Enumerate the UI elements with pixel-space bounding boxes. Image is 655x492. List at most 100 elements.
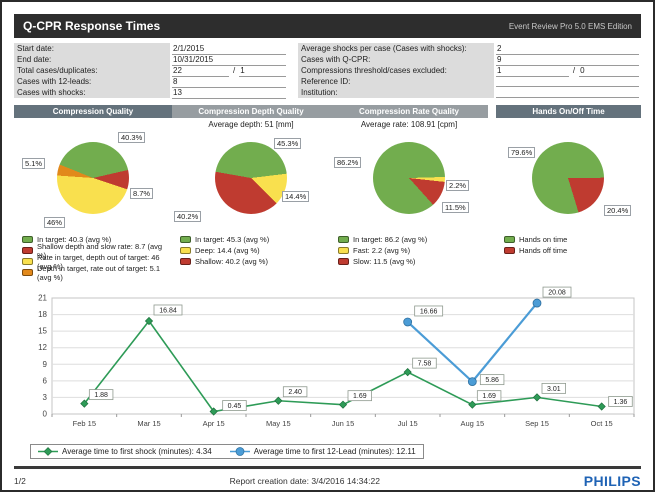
field-value: 2/1/2015 bbox=[170, 43, 288, 55]
data-point-label: 1.69 bbox=[482, 393, 496, 400]
form-column-right: Average shocks per case (Cases with shoc… bbox=[298, 43, 641, 98]
field-label: Cases with Q-CPR: bbox=[298, 54, 494, 65]
y-axis-tick-label: 6 bbox=[43, 376, 48, 385]
legend-item: Slow: 11.5 (avg %) bbox=[338, 256, 488, 267]
response-time-chart-area: 0 3 6 9 12 15 18 21 Feb 15 Mar 15 Apr 15 May 15 Jun … bbox=[14, 280, 641, 461]
pie-slice-label: 40.2% bbox=[174, 211, 202, 222]
data-point-label: 16.66 bbox=[420, 308, 438, 315]
field-value bbox=[494, 87, 641, 98]
data-point-label: 1.69 bbox=[353, 393, 367, 400]
data-point-marker bbox=[403, 368, 412, 377]
data-point-marker bbox=[468, 400, 477, 409]
data-point-marker bbox=[467, 377, 477, 387]
pie-slice-label: 11.5% bbox=[442, 202, 469, 213]
legend-item: Shallow depth and slow rate: 8.7 (avg %) bbox=[22, 242, 172, 260]
x-axis-label: Aug 15 bbox=[460, 419, 484, 428]
data-point-label: 7.58 bbox=[418, 361, 432, 368]
field-label: End date: bbox=[14, 54, 170, 65]
y-axis-tick-label: 18 bbox=[38, 310, 47, 319]
data-point-label-box bbox=[542, 286, 572, 298]
legend-swatch bbox=[504, 236, 515, 243]
legend-swatch bbox=[504, 247, 515, 254]
y-axis-tick-label: 3 bbox=[43, 393, 48, 402]
pie-chart-area: 79.6% 20.4% bbox=[496, 131, 641, 229]
legend-label: Depth in target, rate out of target: 5.1… bbox=[37, 263, 160, 282]
y-axis-tick-label: 15 bbox=[38, 327, 47, 336]
pie-slice-label: 46% bbox=[44, 217, 66, 228]
section-header: Hands On/Off Time bbox=[496, 105, 641, 118]
series-line-first-shock bbox=[83, 319, 602, 413]
field-value: 9 bbox=[494, 54, 641, 66]
diamond-marker-icon bbox=[38, 447, 58, 456]
field-label: Cases with shocks: bbox=[14, 87, 170, 98]
data-point-label: 1.36 bbox=[614, 399, 628, 406]
field-value-text: 8 bbox=[172, 77, 286, 88]
quality-section: Compression Rate Quality Average rate: 10… bbox=[330, 105, 488, 278]
pie-chart bbox=[373, 142, 445, 214]
x-axis-label: Mar 15 bbox=[137, 419, 160, 428]
legend-label: Slow: 11.5 (avg %) bbox=[353, 257, 416, 266]
pie-slice-label: 20.4% bbox=[604, 205, 632, 216]
field-value: 13 bbox=[170, 87, 288, 99]
pie-slice-label: 45.3% bbox=[274, 138, 302, 149]
data-point-label: 1.88 bbox=[94, 392, 108, 399]
value-separator: / bbox=[232, 66, 236, 75]
data-point-label: 5.86 bbox=[485, 377, 499, 384]
page-title: Q-CPR Response Times bbox=[23, 19, 161, 33]
pie-slice-label: 86.2% bbox=[334, 157, 362, 168]
legend-item: Hands off time bbox=[504, 245, 641, 256]
legend-swatch bbox=[338, 236, 349, 243]
data-point-label-box bbox=[479, 374, 505, 386]
legend-swatch bbox=[180, 258, 191, 265]
data-point-label: 0.45 bbox=[228, 403, 242, 410]
data-point-label-box bbox=[222, 400, 247, 411]
form-row: Total cases/duplicates: 22/1 bbox=[14, 65, 288, 77]
field-value: 8 bbox=[170, 76, 288, 88]
data-point-label-box bbox=[414, 305, 444, 317]
quality-section: Compression Depth Quality Average depth: … bbox=[172, 105, 330, 278]
data-point-label-box bbox=[476, 390, 502, 402]
data-point-marker bbox=[597, 402, 606, 411]
data-point-marker bbox=[532, 298, 542, 308]
pie-slice-label: 79.6% bbox=[508, 147, 536, 158]
data-point-marker bbox=[80, 399, 89, 408]
legend-swatch bbox=[338, 247, 349, 254]
section-subtitle: Average depth: 51 [mm] bbox=[208, 120, 294, 129]
x-axis-label: Jul 15 bbox=[398, 419, 418, 428]
data-point-label: 20.08 bbox=[548, 290, 566, 297]
field-value: 1/0 bbox=[494, 65, 641, 77]
field-label: Cases with 12-leads: bbox=[14, 76, 170, 87]
field-label: Reference ID: bbox=[298, 76, 494, 87]
pie-slice-label: 2.2% bbox=[446, 180, 470, 191]
pie-chart-area: 40.3% 8.7% 46% 5.1% bbox=[14, 131, 172, 229]
chart-legend-item: Average time to first shock (minutes): 4… bbox=[38, 447, 212, 456]
legend-label: Fast: 2.2 (avg %) bbox=[353, 246, 411, 255]
x-axis-label: Apr 15 bbox=[203, 419, 225, 428]
form-column-left: Start date: 2/1/2015 End date: 10/31/2015 To… bbox=[14, 43, 288, 99]
y-axis-tick-label: 21 bbox=[38, 294, 47, 303]
plot-border bbox=[51, 297, 635, 415]
field-value-secondary: 0 bbox=[579, 66, 639, 77]
field-value-secondary: 1 bbox=[239, 66, 286, 77]
legend-label: Shallow depth and slow rate: 8.7 (avg %) bbox=[37, 241, 163, 260]
legend-label: Hands on time bbox=[519, 235, 568, 244]
legend-item: Fast: 2.2 (avg %) bbox=[338, 245, 488, 256]
y-axis-tick-label: 0 bbox=[43, 410, 48, 419]
legend-label: In target: 40.3 (avg %) bbox=[37, 235, 112, 244]
data-point-label-box bbox=[153, 304, 183, 316]
field-value: 10/31/2015 bbox=[170, 54, 288, 66]
section-subtitle: Average rate: 108.91 [cpm] bbox=[360, 120, 458, 129]
app-edition-label: Event Review Pro 5.0 EMS Edition bbox=[508, 21, 632, 31]
section-header: Compression Depth Quality bbox=[172, 105, 330, 118]
chart-legend-item: Average time to first 12-Lead (minutes):… bbox=[229, 447, 416, 456]
legend-label: Rate in target, depth out of target: 46 … bbox=[37, 252, 160, 271]
chart-legend-label: Average time to first shock (minutes): 4… bbox=[62, 447, 212, 456]
field-value-text bbox=[496, 77, 639, 87]
field-value-text: 2 bbox=[496, 44, 639, 55]
pie-legend: In target: 40.3 (avg %) Shallow depth and… bbox=[14, 234, 172, 282]
quality-section: Compression Quality 40.3% 8.7% 46% 5.1% In ta… bbox=[14, 105, 172, 282]
field-value-primary: 22 bbox=[172, 66, 229, 77]
response-time-line-chart: 0 3 6 9 12 15 18 21 Feb 15 Mar 15 Apr 15 May 15 Jun … bbox=[38, 286, 635, 428]
form-row: Institution: bbox=[298, 87, 641, 98]
pie-slice-label: 40.3% bbox=[118, 132, 146, 143]
